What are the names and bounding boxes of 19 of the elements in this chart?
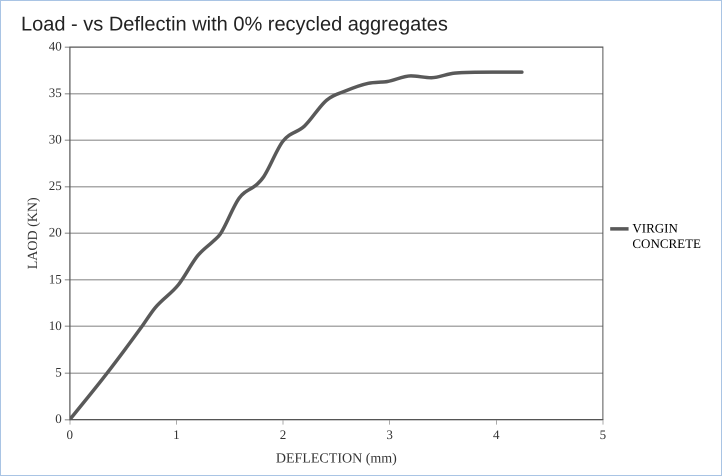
x-tick-label: 3 [386,426,393,442]
y-tick-label: 35 [48,84,62,100]
legend-label: VIRGIN CONCRETE [632,220,702,251]
x-tick-label: 0 [66,426,74,442]
x-tick-label: 5 [600,426,606,442]
x-axis-title: DEFLECTION (mm) [276,451,398,466]
y-axis-title: LAOD (KN) [26,197,42,270]
x-tick-label: 1 [173,426,180,442]
y-tick-label: 25 [48,178,62,194]
y-tick-label: 15 [48,271,62,286]
y-tick-label: 40 [48,38,62,54]
y-tick-label: 20 [48,224,62,240]
chart-title: Load - vs Deflectin with 0% recycled aggregates [21,14,448,36]
y-tick-label: 30 [48,132,62,147]
x-tick-label: 4 [493,426,500,442]
y-tick-label: 5 [55,364,62,380]
y-tick-label: 0 [55,411,62,426]
y-tick-label: 10 [48,318,62,333]
x-tick-label: 2 [280,426,286,442]
